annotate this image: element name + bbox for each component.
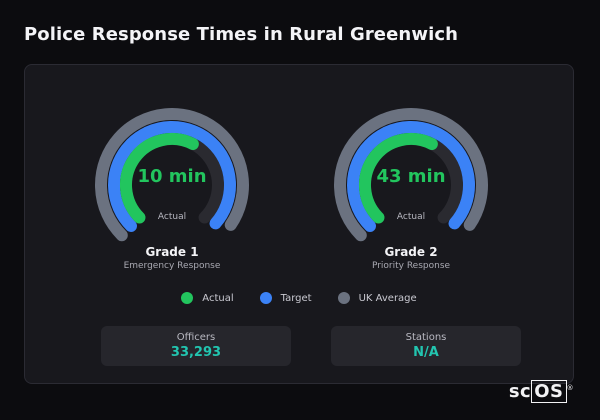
stat-stations: Stations N/A xyxy=(331,326,521,366)
stat-label: Stations xyxy=(405,332,447,343)
gauge-value: 10 min xyxy=(137,166,207,187)
brand-boxed: OS xyxy=(531,380,567,403)
gauge-grade-2-rings xyxy=(334,108,488,242)
gauge-sub-label: Actual xyxy=(157,212,187,222)
response-times-card: 10 min Actual Grade 1 Emergency Response… xyxy=(24,64,574,384)
legend: Actual Target UK Average xyxy=(25,292,573,304)
circle-dot-icon xyxy=(337,292,350,304)
uk-average-ring xyxy=(334,108,488,242)
stat-label: Officers xyxy=(176,332,216,343)
circle-dot-icon xyxy=(181,292,194,304)
gauge-grade-2: 43 min Actual xyxy=(331,105,491,265)
grade-1-label: Grade 1 xyxy=(145,245,199,259)
legend-label: Actual xyxy=(202,292,234,304)
grade-1-description: Emergency Response xyxy=(123,261,221,271)
brand-logo: sc OS ® xyxy=(508,380,574,403)
legend-label: UK Average xyxy=(358,292,417,304)
brand-prefix: sc xyxy=(508,381,532,402)
gauge-sub-label: Actual xyxy=(396,212,426,222)
actual-ring xyxy=(359,133,438,224)
target-ring xyxy=(108,121,236,233)
actual-ring xyxy=(120,133,199,224)
stat-value: N/A xyxy=(413,345,439,360)
legend-item-target: Target xyxy=(259,292,312,304)
brand-mark: ® xyxy=(566,384,574,392)
legend-item-uk-average: UK Average xyxy=(337,292,417,304)
stat-officers: Officers 33,293 xyxy=(101,326,291,366)
uk-average-ring xyxy=(95,108,249,242)
gauge-grade-1: 10 min Actual xyxy=(92,105,252,265)
legend-label: Target xyxy=(280,292,312,304)
legend-item-actual: Actual xyxy=(181,292,234,304)
grade-2-description: Priority Response xyxy=(371,261,451,271)
stat-value: 33,293 xyxy=(170,345,222,360)
circle-dot-icon xyxy=(259,292,272,304)
target-ring xyxy=(347,121,475,233)
page-title: Police Response Times in Rural Greenwich xyxy=(24,24,459,45)
gauge-value: 43 min xyxy=(376,166,446,187)
grade-2-label: Grade 2 xyxy=(384,245,438,259)
gauge-grade-1-rings xyxy=(95,108,249,242)
